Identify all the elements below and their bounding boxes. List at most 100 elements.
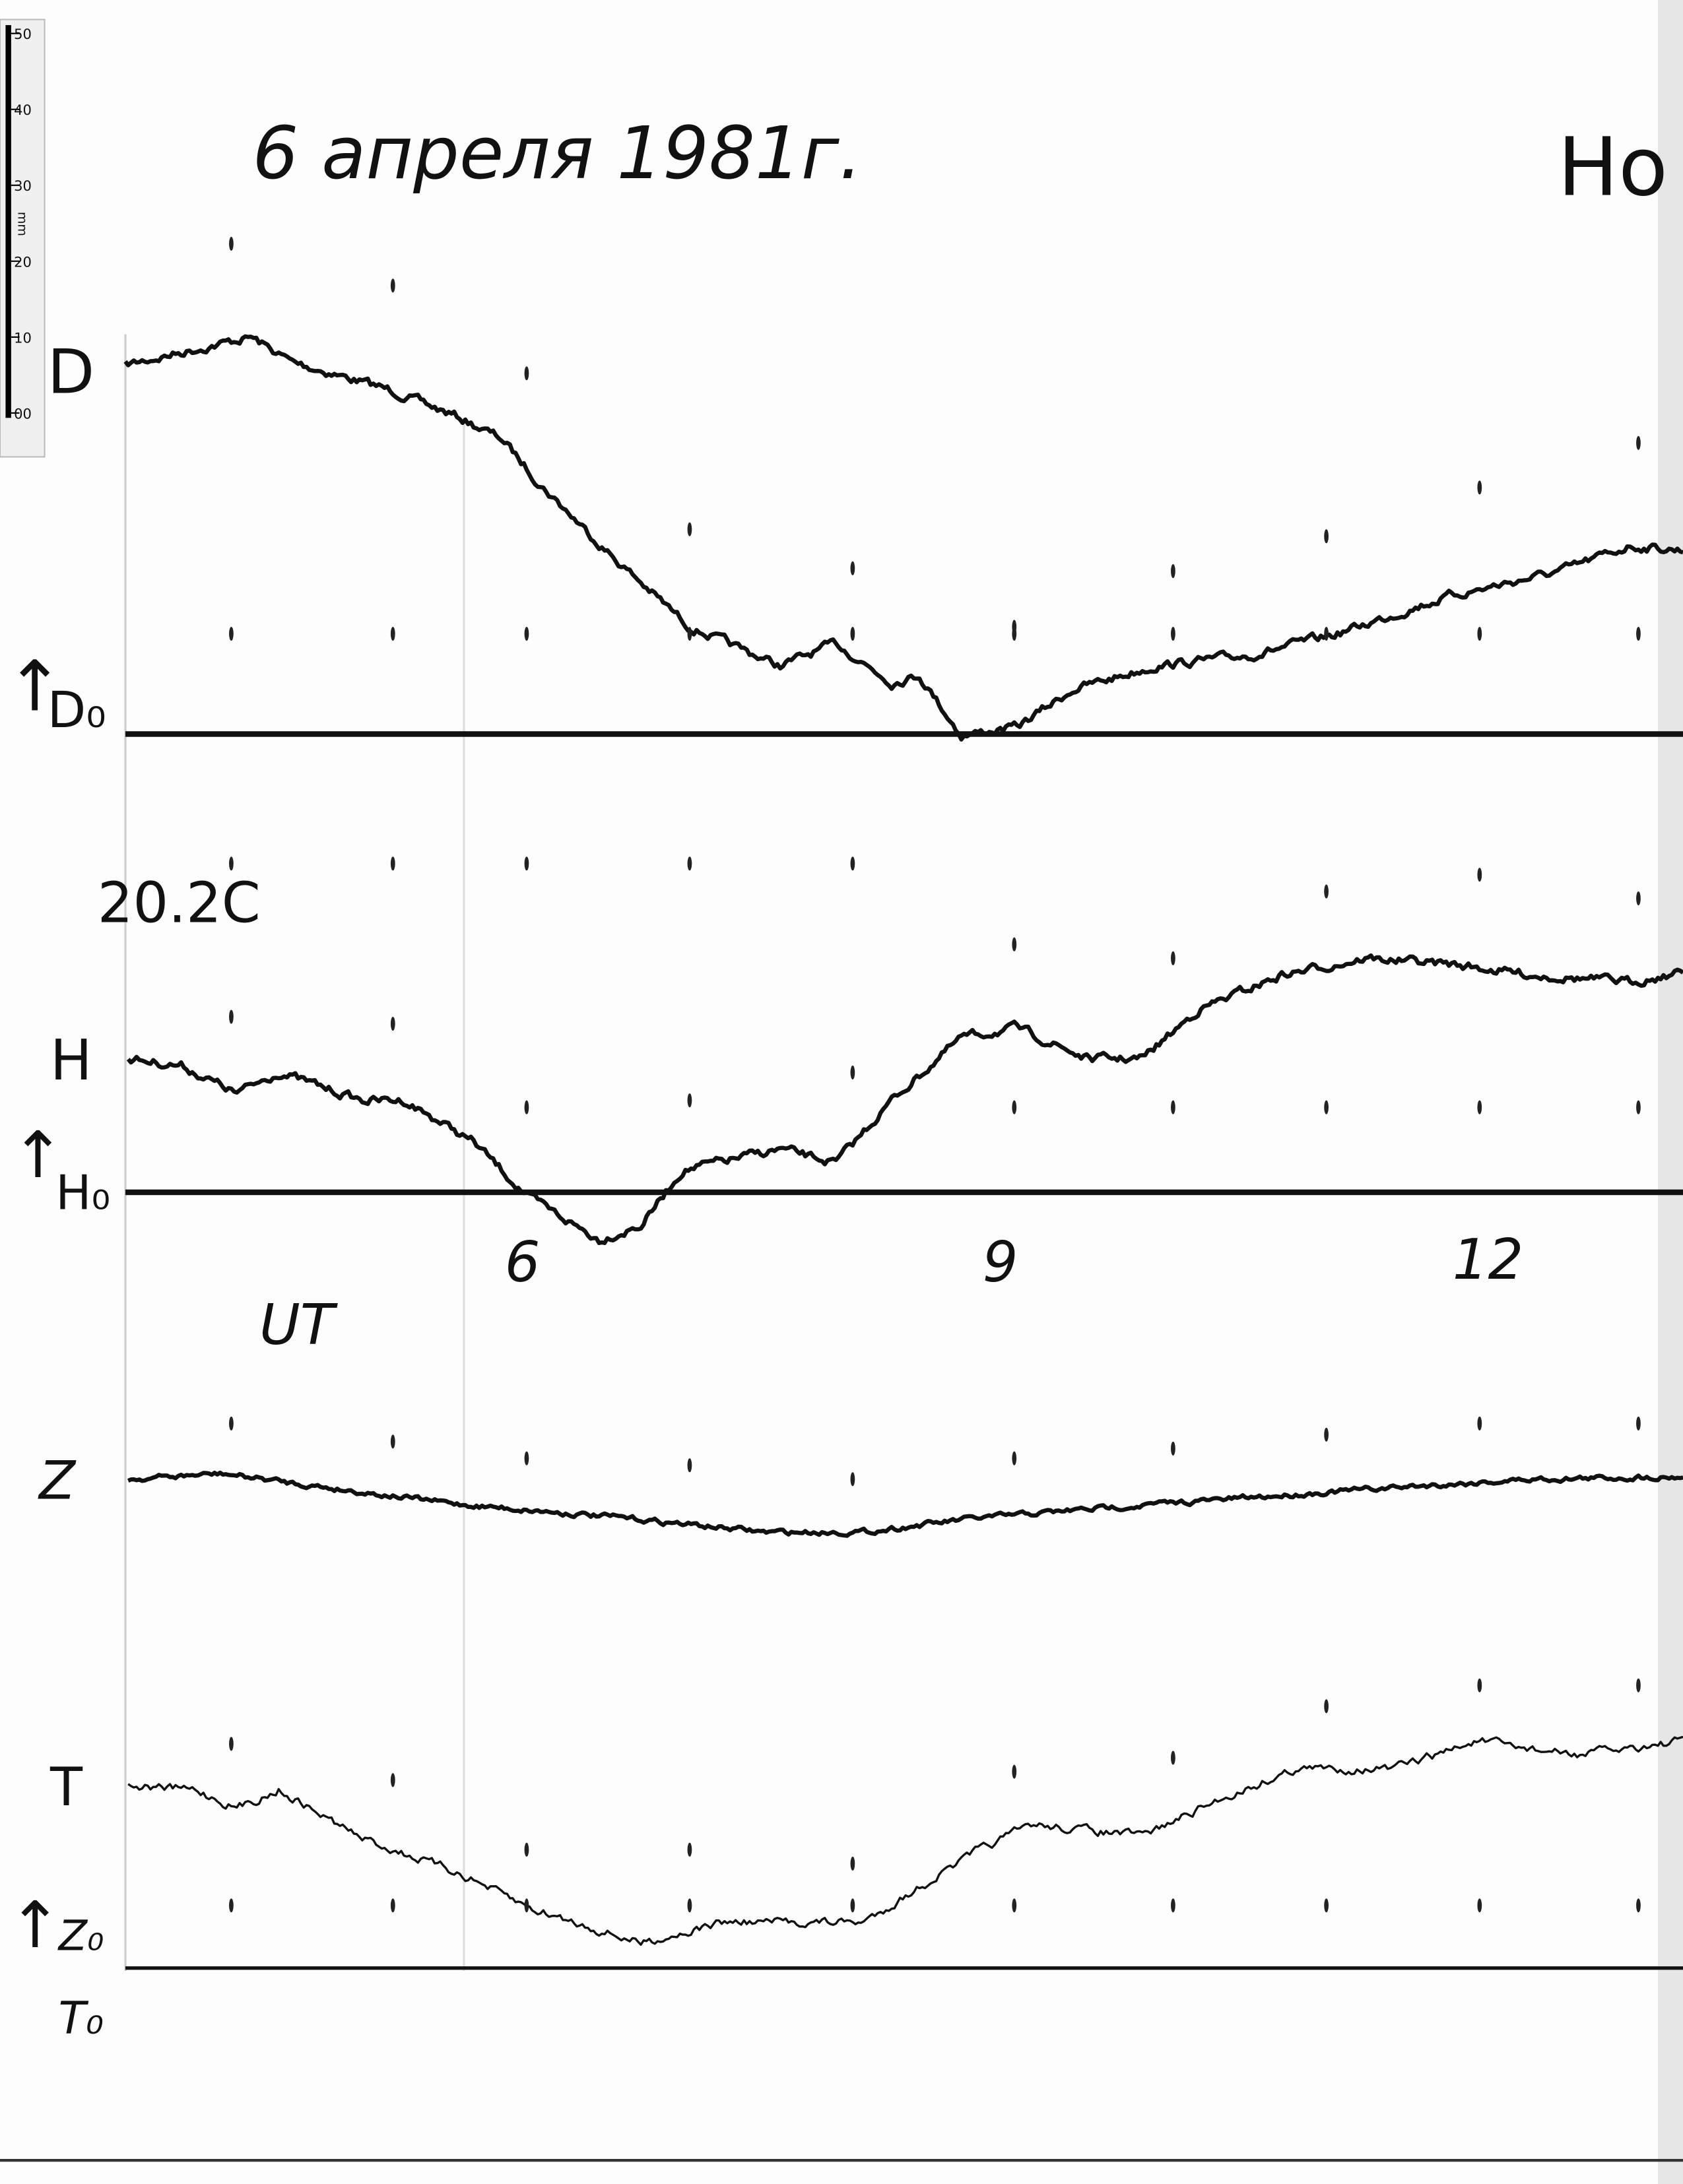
time-mark (229, 1898, 234, 1913)
time-mark (390, 856, 395, 871)
time-mark (1171, 626, 1175, 641)
time-mark (1171, 1750, 1175, 1765)
time-mark (1477, 1100, 1482, 1114)
time-mark (1012, 1898, 1017, 1913)
paper-edge (1658, 0, 1683, 2184)
time-mark (390, 1898, 395, 1913)
time-mark (687, 522, 692, 536)
title: 6 апреля 1981г. (252, 111, 862, 195)
time-mark (1636, 1898, 1641, 1913)
label-d: D (48, 336, 95, 407)
time-mark (524, 1842, 529, 1857)
time-mark (1012, 1764, 1017, 1779)
time-mark (1636, 1100, 1641, 1114)
time-mark (850, 561, 855, 575)
time-mark (1171, 951, 1175, 965)
arrow: ↑ (5, 646, 63, 727)
time-mark (1636, 891, 1641, 906)
hour-label: 6 (505, 1230, 541, 1295)
time-mark (1477, 1898, 1482, 1913)
time-mark (1477, 626, 1482, 641)
time-mark (687, 856, 692, 871)
time-mark (390, 1017, 395, 1031)
time-mark (1171, 1441, 1175, 1456)
time-mark (390, 1434, 395, 1449)
time-mark (229, 626, 234, 641)
time-mark (1636, 626, 1641, 641)
time-mark (687, 626, 692, 641)
time-mark (1324, 1427, 1329, 1442)
label-t: T (50, 1756, 83, 1818)
time-mark (1012, 937, 1017, 951)
time-mark (1324, 626, 1329, 641)
time-mark (229, 856, 234, 871)
time-mark (390, 1773, 395, 1787)
label-z0: Z₀ (57, 1911, 104, 1960)
time-mark (1636, 1678, 1641, 1692)
scale-unit: mm (15, 212, 29, 236)
time-mark (524, 366, 529, 381)
label-t0: T₀ (59, 1992, 104, 2044)
time-mark (1171, 1898, 1175, 1913)
time-mark (687, 1458, 692, 1473)
arrow: ↑ (11, 1118, 65, 1192)
d-trace (123, 334, 1683, 742)
time-mark (1477, 480, 1482, 495)
time-mark (1012, 1451, 1017, 1465)
time-mark (850, 1856, 855, 1871)
time-mark (229, 1737, 234, 1751)
time-mark (229, 1010, 234, 1024)
time-mark (1477, 868, 1482, 882)
time-mark (390, 626, 395, 641)
label-d0: D₀ (48, 680, 106, 739)
temperature: 20.2C (98, 870, 261, 935)
time-marks (229, 236, 1641, 1913)
time-mark (687, 1898, 692, 1913)
traces (123, 334, 1683, 1946)
time-mark (1636, 1416, 1641, 1430)
time-mark (1171, 563, 1175, 579)
time-mark (850, 1065, 855, 1080)
time-mark (1324, 1898, 1329, 1913)
time-label: UT (259, 1293, 339, 1357)
time-mark (524, 1898, 529, 1913)
h-trace (126, 953, 1683, 1245)
time-mark (1477, 1678, 1482, 1692)
time-mark (1171, 1100, 1175, 1114)
label-h: H (50, 1028, 92, 1093)
time-mark (1324, 1100, 1329, 1114)
time-mark (229, 236, 234, 251)
hour-label: 9 (983, 1230, 1018, 1295)
time-mark (524, 1451, 529, 1465)
time-mark (1324, 1699, 1329, 1714)
time-mark (390, 278, 395, 293)
time-mark (1012, 626, 1017, 641)
z-trace (127, 1470, 1683, 1538)
scale-bar (5, 25, 11, 418)
time-mark (850, 856, 855, 871)
time-mark (1324, 529, 1329, 544)
label-z: Z (38, 1450, 77, 1511)
time-mark (1324, 884, 1329, 899)
time-mark (1477, 1416, 1482, 1430)
time-mark (850, 1898, 855, 1913)
arrow: ↑ (9, 1888, 62, 1962)
label-h0: H₀ (55, 1165, 110, 1220)
time-mark (229, 1416, 234, 1430)
time-mark (1636, 435, 1641, 450)
time-mark (850, 626, 855, 641)
time-mark (1012, 1100, 1017, 1114)
time-mark (687, 1093, 692, 1108)
time-mark (524, 856, 529, 871)
time-mark (687, 1842, 692, 1857)
station: Но (1558, 120, 1668, 214)
time-mark (524, 626, 529, 641)
time-mark (850, 1472, 855, 1487)
t-trace (127, 1735, 1683, 1946)
time-mark (524, 1100, 529, 1114)
hour-label: 12 (1453, 1227, 1523, 1292)
